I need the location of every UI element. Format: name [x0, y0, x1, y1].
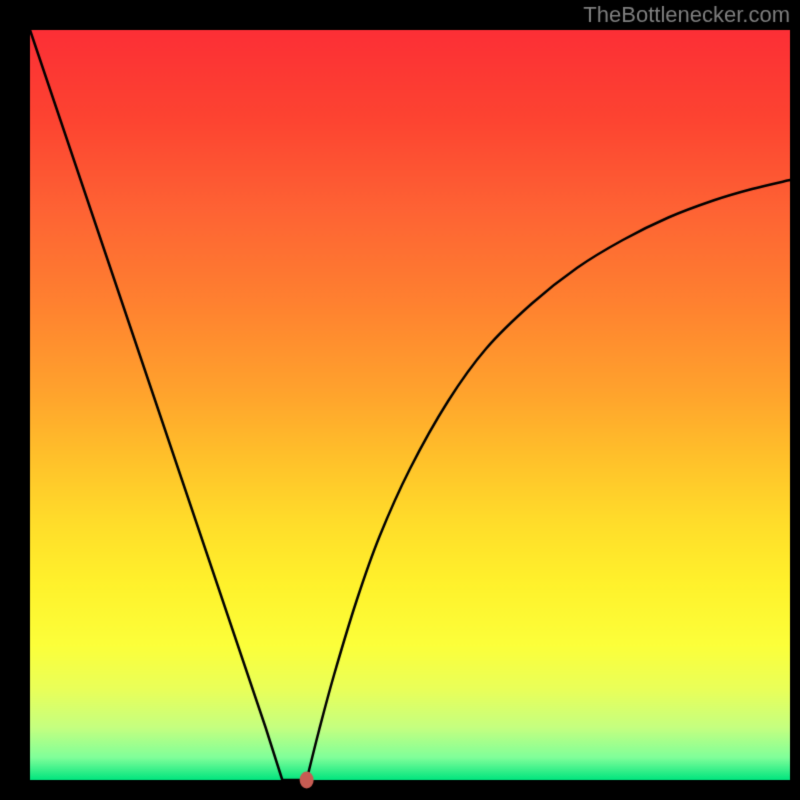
bottleneck-chart-canvas [0, 0, 800, 800]
